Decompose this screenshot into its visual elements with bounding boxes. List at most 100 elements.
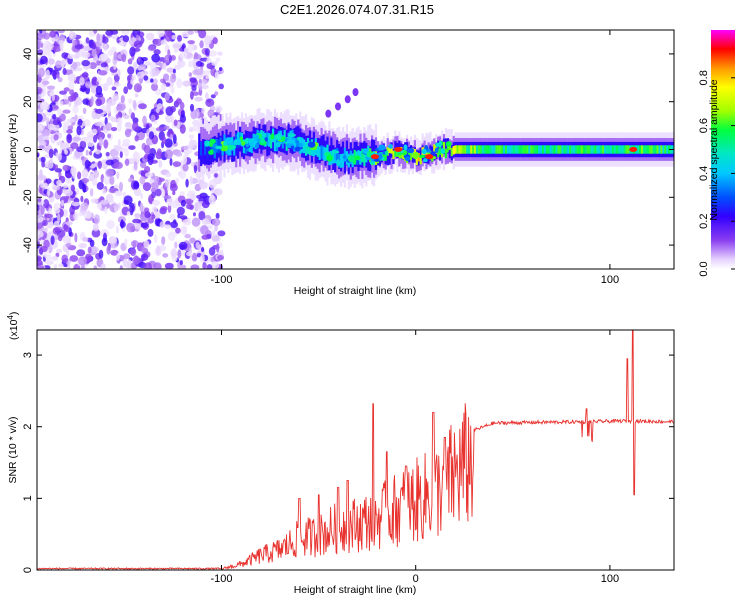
ridge-cell [382,143,385,159]
noise-blob [139,161,147,169]
ridge-cell [518,145,521,154]
noise-blob [54,220,60,227]
noise-blob [209,50,218,57]
noise-blob [128,108,132,116]
ridge-cell [516,145,519,154]
ridge-cell [499,145,502,154]
noise-blob [97,160,103,169]
noise-blob [37,123,43,131]
noise-blob [40,205,45,215]
ridge-cell [472,145,475,154]
noise-blob [169,183,178,192]
noise-blob [194,96,203,102]
noise-blob [57,77,63,83]
ridge-cell [386,150,389,166]
noise-blob [37,230,44,238]
noise-blob [192,124,200,132]
ridge-cell [479,145,482,154]
ridge-cell [409,151,413,161]
ridge-blob [418,154,426,158]
y-tick-label: 20 [22,96,34,108]
ridge-cell [343,147,346,162]
noise-blob [71,201,81,207]
noise-blob [193,212,196,217]
noise-blob [188,134,195,140]
noise-blob [56,248,63,254]
noise-blob [82,236,89,242]
noise-blob [150,78,154,83]
ridge-cell [248,138,251,152]
noise-blob [101,237,108,247]
noise-blob [186,203,193,210]
noise-blob [172,134,177,144]
noise-blob [91,228,101,238]
hot-spot [425,154,434,160]
noise-blob [57,30,65,34]
noise-blob [185,178,189,188]
ridge-cell [619,145,622,154]
noise-blob [118,41,128,47]
ridge-blob [204,140,210,147]
ridge-cell [442,141,446,151]
noise-blob [214,225,218,232]
ridge-cell [553,145,556,154]
noise-blob [160,39,168,45]
noise-blob [134,93,139,98]
noise-blob [65,242,72,248]
noise-blob [45,253,52,263]
ridge-cell [551,145,554,154]
noise-blob [57,152,62,161]
noise-blob [208,247,216,256]
noise-blob [113,204,120,209]
ridge-cell [283,129,286,144]
ridge-blob [369,161,373,165]
noise-blob [152,199,161,206]
ridge-cell [567,145,570,154]
noise-blob [150,114,156,123]
noise-blob [70,142,79,149]
ridge-blob [347,155,355,163]
noise-blob [192,91,200,96]
branch-blob [335,102,342,111]
ridge-cell [652,145,655,154]
colorbar-tick-label: 0.2 [698,214,710,229]
ridge-cell [340,154,343,168]
ridge-cell [584,145,587,154]
noise-blob [62,235,72,244]
ridge-blob [332,150,340,154]
noise-blob [37,255,42,262]
ridge-cell [456,145,459,154]
noise-blob [44,213,53,219]
noise-blob [202,262,208,269]
noise-blob [134,213,141,219]
ridge-cell [522,145,525,154]
noise-blob [147,228,154,237]
ridge-cell [644,145,648,154]
noise-blob [170,35,180,40]
ridge-cell [206,145,209,160]
noise-blob [217,254,224,261]
ridge-cell [394,148,397,157]
ridge-cell [448,142,451,159]
ridge-blob [354,155,361,161]
ridge-cell [611,145,615,154]
noise-blob [127,66,135,75]
noise-blob [89,62,97,70]
noise-blob [45,178,52,184]
noise-blob [63,99,69,105]
noise-blob [117,69,121,77]
noise-blob [179,124,186,134]
noise-blob [132,99,137,109]
ridge-blob [227,144,234,150]
noise-blob [110,117,118,123]
noise-blob [51,256,59,261]
noise-blob [162,253,169,258]
noise-blob [46,42,55,51]
ridge-cell [592,145,595,154]
noise-blob [66,129,73,134]
noise-blob [37,113,43,123]
noise-blob [104,206,108,214]
noise-blob [59,90,67,95]
noise-blob [147,155,154,166]
noise-blob [136,71,146,79]
